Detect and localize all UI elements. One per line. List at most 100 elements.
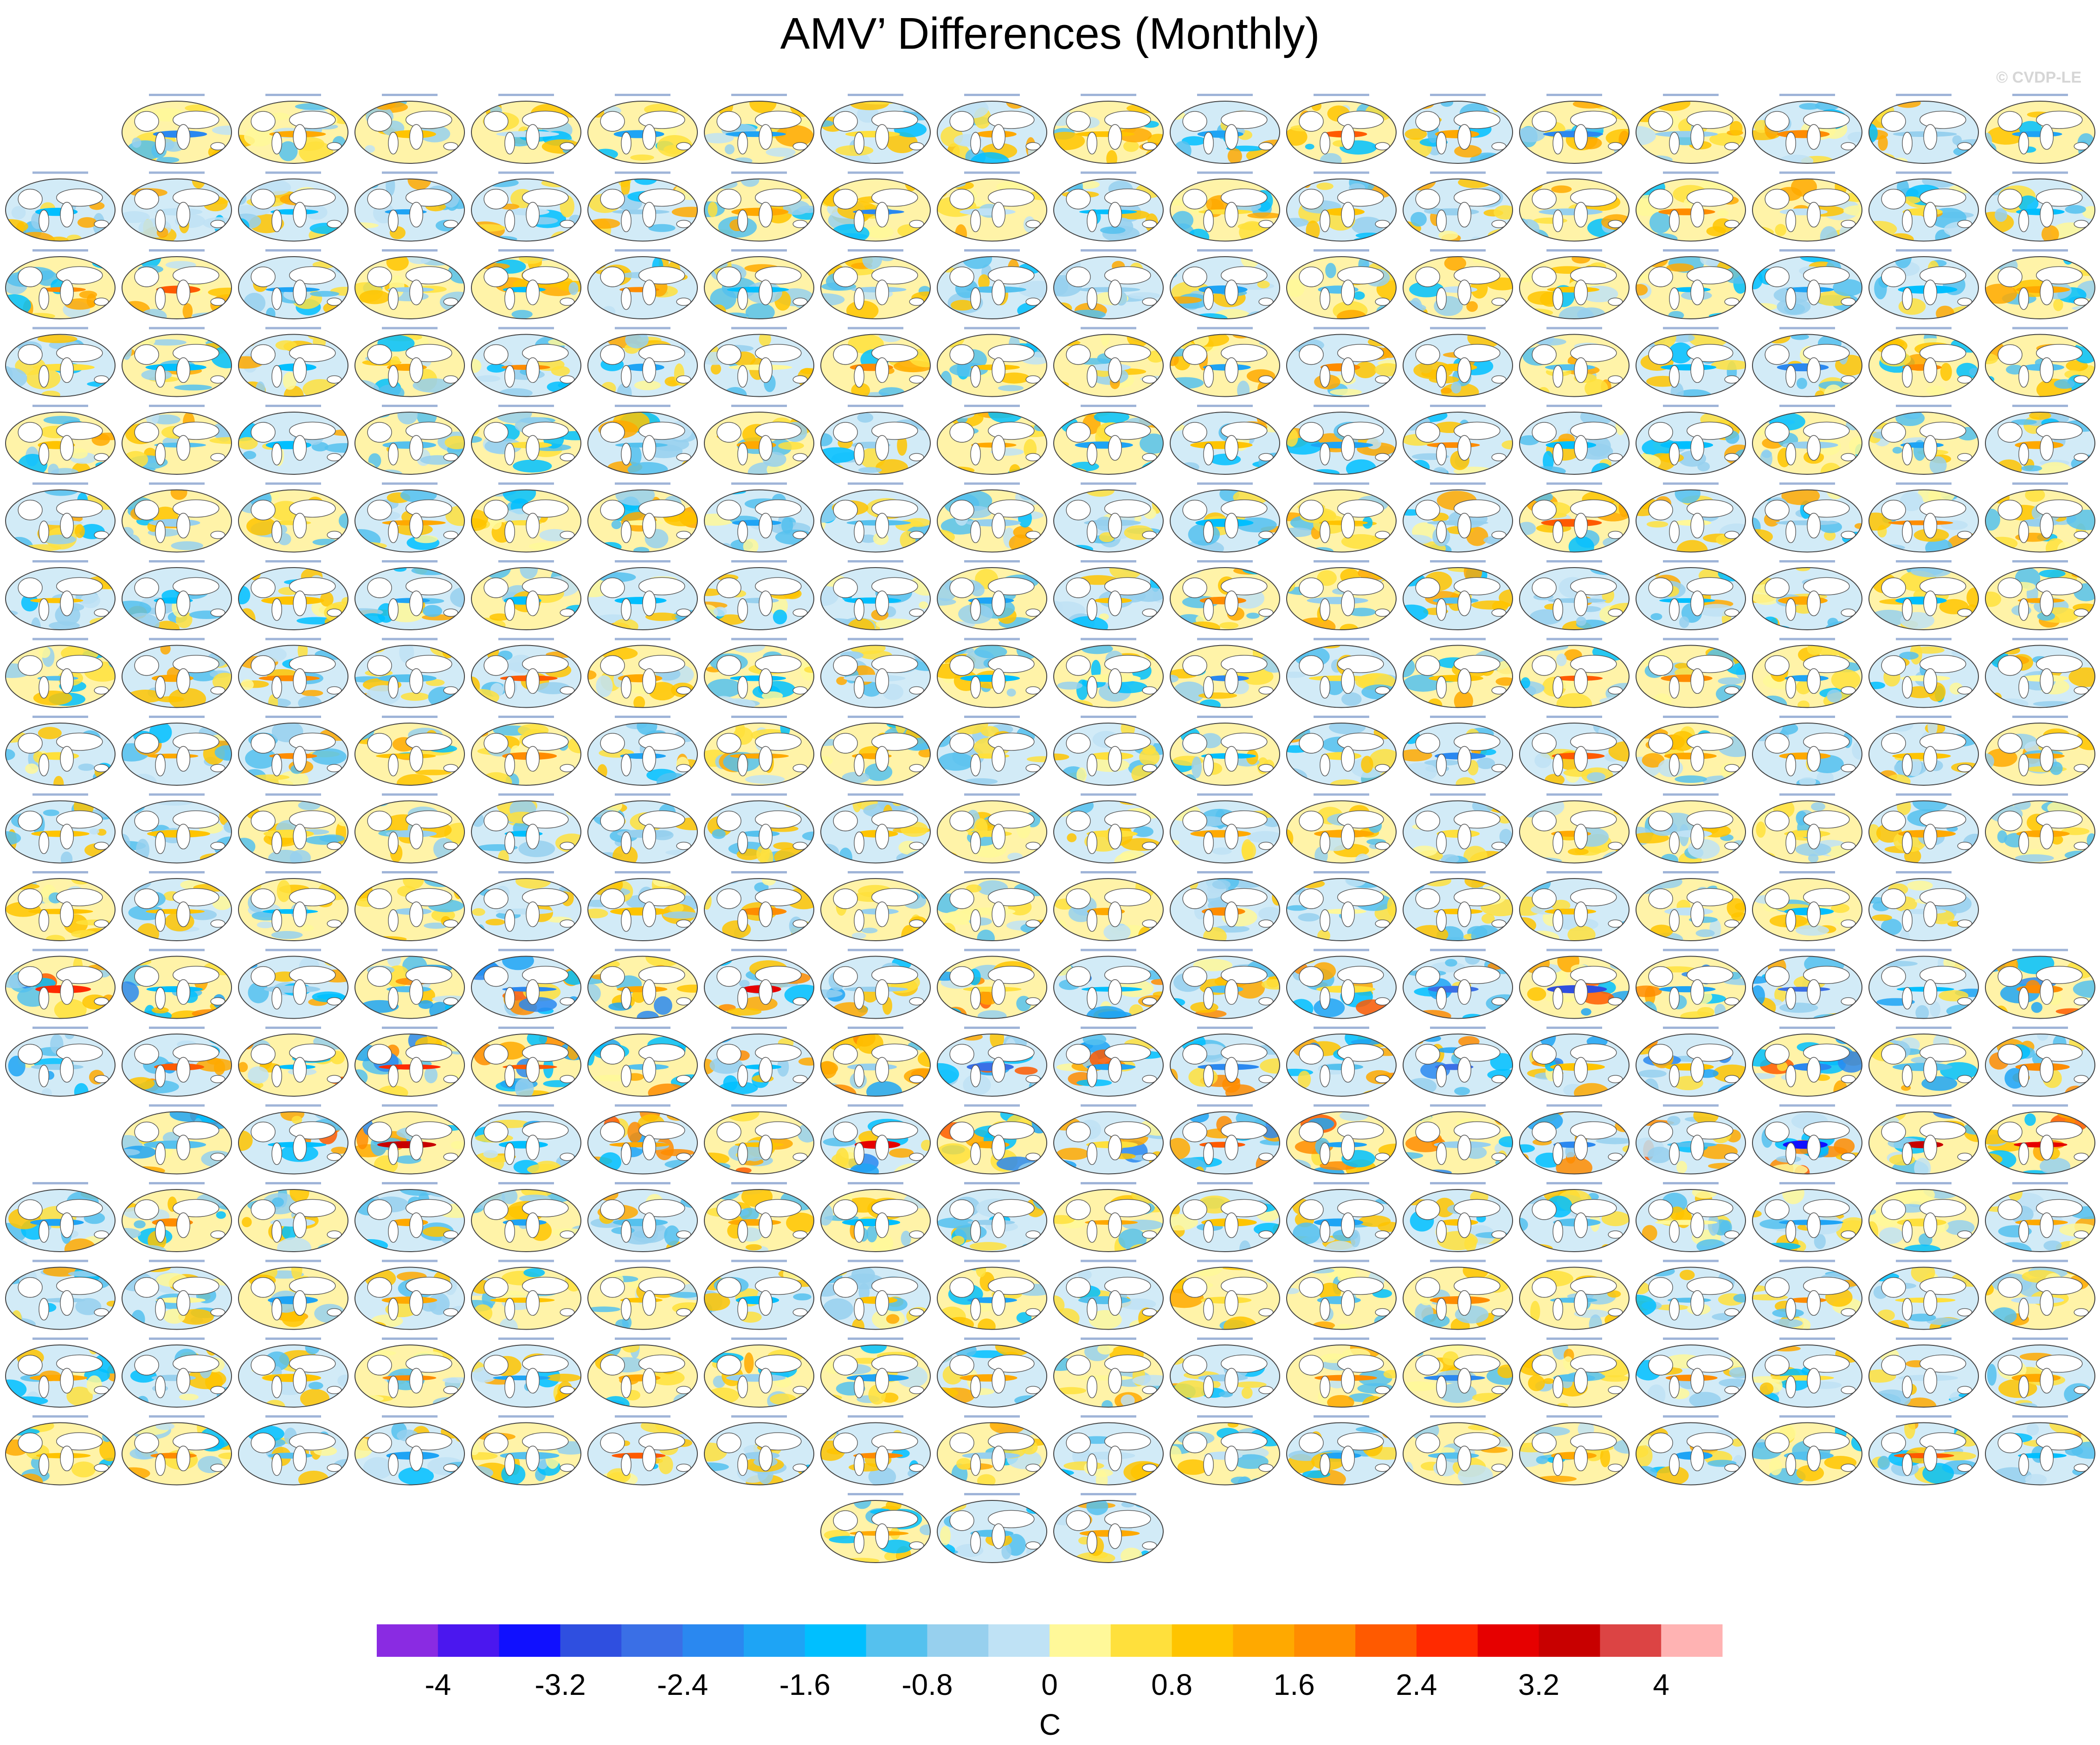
map-panel (937, 1260, 1047, 1330)
colorbar-box (377, 1624, 438, 1657)
map-panel (820, 638, 931, 708)
map-panel (471, 716, 581, 786)
map-panel (1985, 949, 2095, 1019)
map-panel (1286, 1260, 1397, 1330)
map-panel (5, 171, 116, 242)
map-panel (704, 793, 814, 864)
map-panel (1286, 171, 1397, 242)
map-panel (122, 405, 232, 475)
map-panel (5, 638, 116, 708)
colorbar-box (499, 1624, 560, 1657)
map-panel (1170, 1104, 1280, 1175)
map-panel (820, 793, 931, 864)
map-panel (587, 482, 698, 553)
map-panel (1985, 1027, 2095, 1097)
map-panel (238, 949, 348, 1019)
map-panel (1170, 1182, 1280, 1252)
map-panel (704, 405, 814, 475)
map-panel (1985, 560, 2095, 630)
map-panel (1286, 1338, 1397, 1408)
map-panel (122, 327, 232, 397)
map-panel (122, 871, 232, 941)
map-panel (704, 871, 814, 941)
map-panel (1286, 405, 1397, 475)
map-panel (587, 1027, 698, 1097)
map-panel (1752, 171, 1862, 242)
map-panel (937, 327, 1047, 397)
map-panel (1519, 1182, 1630, 1252)
map-panel (1403, 1182, 1513, 1252)
colorbar-tick-label: 0 (1041, 1668, 1058, 1701)
map-panel (1636, 94, 1746, 164)
map-panel (820, 716, 931, 786)
map-panel (1868, 171, 1979, 242)
map-panel (5, 482, 116, 553)
colorbar-units: C (1039, 1708, 1061, 1741)
map-panel (122, 716, 232, 786)
map-panel (1636, 716, 1746, 786)
map-panel (1170, 1027, 1280, 1097)
map-panel (1636, 1104, 1746, 1175)
map-panel (5, 716, 116, 786)
colorbar-box (1661, 1624, 1723, 1657)
map-panel (1286, 1415, 1397, 1486)
map-panel (820, 1182, 931, 1252)
map-panel (1519, 560, 1630, 630)
map-panel (1170, 249, 1280, 319)
colorbar-box (1233, 1624, 1295, 1657)
map-panel (1053, 94, 1164, 164)
map-panel (238, 405, 348, 475)
map-panel (1170, 949, 1280, 1019)
map-panel (587, 716, 698, 786)
map-panel (1286, 327, 1397, 397)
map-panel (1752, 249, 1862, 319)
map-panel (1752, 638, 1862, 708)
map-panel (1286, 249, 1397, 319)
map-panel (1170, 1338, 1280, 1408)
map-panel (704, 249, 814, 319)
map-panel (471, 1260, 581, 1330)
map-panel (354, 482, 465, 553)
map-panel (587, 1260, 698, 1330)
map-panel (238, 249, 348, 319)
map-panel (587, 1104, 698, 1175)
map-panel (1519, 171, 1630, 242)
map-panel (937, 1182, 1047, 1252)
map-panel (820, 405, 931, 475)
map-panel (1403, 1338, 1513, 1408)
map-panel (1752, 405, 1862, 475)
colorbar-box (805, 1624, 867, 1657)
map-panel (1286, 1182, 1397, 1252)
map-panel (1636, 171, 1746, 242)
map-panel (1868, 1027, 1979, 1097)
map-panel (122, 171, 232, 242)
map-panel (1636, 482, 1746, 553)
map-panel (5, 249, 116, 319)
map-panel (704, 1415, 814, 1486)
map-panel (5, 1260, 116, 1330)
map-panel (238, 94, 348, 164)
map-panel (1868, 716, 1979, 786)
map-panel (1519, 1027, 1630, 1097)
map-panel (1985, 1338, 2095, 1408)
map-panel (1053, 1182, 1164, 1252)
map-panel (1519, 1104, 1630, 1175)
map-panel (1636, 405, 1746, 475)
watermark: © CVDP-LE (1996, 69, 2081, 86)
colorbar-box (560, 1624, 622, 1657)
map-panel (471, 1027, 581, 1097)
map-panel (471, 871, 581, 941)
map-panel (1985, 638, 2095, 708)
map-panel (471, 949, 581, 1019)
map-panel (587, 871, 698, 941)
map-panel (122, 949, 232, 1019)
map-panel (820, 1493, 931, 1563)
map-panel (1286, 638, 1397, 708)
map-panel (1752, 94, 1862, 164)
map-panel (1868, 1104, 1979, 1175)
map-panel (1170, 171, 1280, 242)
colorbar-box (866, 1624, 928, 1657)
map-panel (1752, 560, 1862, 630)
map-panel (238, 327, 348, 397)
map-panel (704, 1027, 814, 1097)
